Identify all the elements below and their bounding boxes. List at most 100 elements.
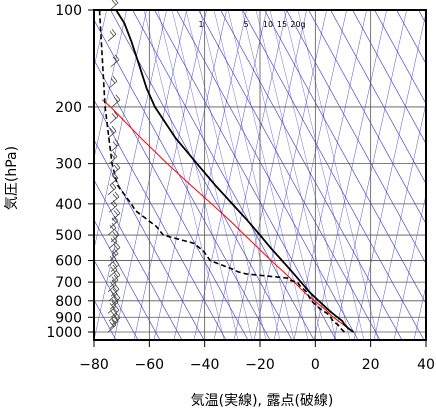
mixing-ratio-line [185, 10, 267, 340]
wind-barb-staff [108, 241, 118, 249]
mixing-ratio-label: 1 [198, 20, 203, 29]
wind-barbs [107, 0, 121, 333]
wind-barb [108, 308, 118, 322]
wind-barb-flag [110, 153, 116, 159]
wind-barb-flag [114, 191, 120, 198]
wind-barb-staff [108, 293, 118, 302]
wind-barb [107, 279, 117, 293]
wind-barb-staff [107, 284, 117, 293]
wind-barb-staff [111, 297, 121, 306]
wind-barb-flag [110, 78, 116, 84]
moist-adiabat-line [213, 10, 287, 340]
y-tick-label: 900 [55, 310, 82, 326]
wind-barb [109, 111, 119, 124]
x-tick-label: −20 [245, 357, 275, 373]
wind-barb-flag [113, 172, 119, 179]
wind-barb-staff [108, 205, 118, 213]
mixing-ratio-line [157, 10, 239, 340]
wind-barb-flag [113, 215, 119, 222]
dewpoint-curve [98, 10, 345, 333]
x-tick-label: −80 [79, 357, 109, 373]
wind-barb-staff [110, 289, 120, 297]
x-tick-label: 0 [311, 357, 320, 373]
adiabat-line [94, 219, 161, 340]
wind-barb [108, 151, 118, 164]
wind-barb-flag [113, 164, 119, 171]
wind-barb-flag [109, 281, 115, 288]
mixing-ratio-line [171, 10, 253, 340]
wind-barb-staff [111, 213, 121, 221]
wind-barb [110, 229, 120, 243]
adiabat-line [94, 59, 249, 340]
adiabat-line [220, 10, 403, 340]
mixing-ratio-line [241, 10, 323, 340]
wind-barb [111, 94, 121, 108]
wind-barb-flag [111, 222, 117, 229]
adiabat-line [374, 10, 426, 105]
moist-adiabat-line [94, 10, 167, 340]
x-tick-label: 20 [362, 357, 380, 373]
y-tick-label: 300 [55, 157, 82, 173]
series-layer [98, 10, 355, 333]
wind-barb-staff [109, 177, 119, 186]
wind-barb [109, 215, 119, 229]
y-tick-label: 600 [55, 254, 82, 270]
moist-adiabat-line [313, 10, 387, 340]
mixing-ratio-line [297, 10, 379, 340]
wind-barb [109, 274, 119, 288]
wind-barb-flag [113, 210, 119, 216]
wind-barb-flag [113, 297, 119, 303]
wind-barb [110, 139, 120, 152]
adiabat-line [110, 10, 293, 340]
mixing-ratio-label: 10 [263, 20, 273, 29]
wind-barb-flag [114, 139, 120, 145]
x-tick-label: −40 [190, 357, 220, 373]
adiabat-line [308, 10, 426, 225]
wind-barb-flag [115, 0, 119, 4]
wind-barb-staff [109, 220, 119, 229]
wind-barb-staff [110, 196, 120, 205]
wind-barb-staff [107, 130, 117, 139]
adiabat-line [154, 10, 337, 340]
x-tick-label: 40 [417, 357, 435, 373]
mixing-ratio-line [213, 10, 295, 340]
adiabat-line [286, 10, 426, 265]
wind-barb-flag [112, 56, 118, 62]
wind-barb-flag [110, 290, 116, 297]
wind-barb-flag [112, 193, 118, 200]
moist-adiabat-line [353, 11, 426, 340]
wind-barb-staff [110, 264, 120, 273]
wind-barb-staff [110, 144, 120, 152]
wind-barb-flag [112, 261, 118, 268]
wind-barb-staff [110, 59, 120, 68]
wind-barb-flag [115, 94, 121, 101]
wind-barb-flag [110, 238, 116, 244]
y-tick-label: 500 [55, 228, 82, 244]
wind-barb-staff [109, 279, 119, 288]
wind-barb-flag [111, 28, 117, 35]
mixing-ratio-line [143, 10, 225, 340]
wind-barb-flag [110, 310, 116, 317]
moist-adiabat-line [253, 10, 327, 340]
mixing-ratio-label: 15 [277, 20, 287, 29]
wind-barb-staff [109, 301, 119, 310]
wind-barb-staff [111, 247, 121, 255]
adiabat-line [330, 10, 426, 185]
wind-barb-flag [111, 0, 117, 6]
wind-barb-staff [107, 306, 117, 314]
moist-adiabat-line [133, 10, 207, 340]
wind-barb-flag [111, 279, 117, 286]
wind-barb-staff [108, 313, 118, 322]
moist-adiabat-line [94, 10, 127, 160]
y-tick-label: 800 [55, 294, 82, 310]
y-tick-label: 200 [55, 100, 82, 116]
wind-barb-flag [109, 184, 115, 191]
wind-barb [111, 162, 121, 176]
wind-barb [111, 208, 121, 221]
wind-barb-staff [109, 116, 119, 124]
wind-barb-flag [115, 208, 121, 214]
mixing-ratio-line [269, 10, 351, 340]
wind-barb-staff [109, 2, 119, 11]
moist-adiabat-line [393, 193, 426, 340]
